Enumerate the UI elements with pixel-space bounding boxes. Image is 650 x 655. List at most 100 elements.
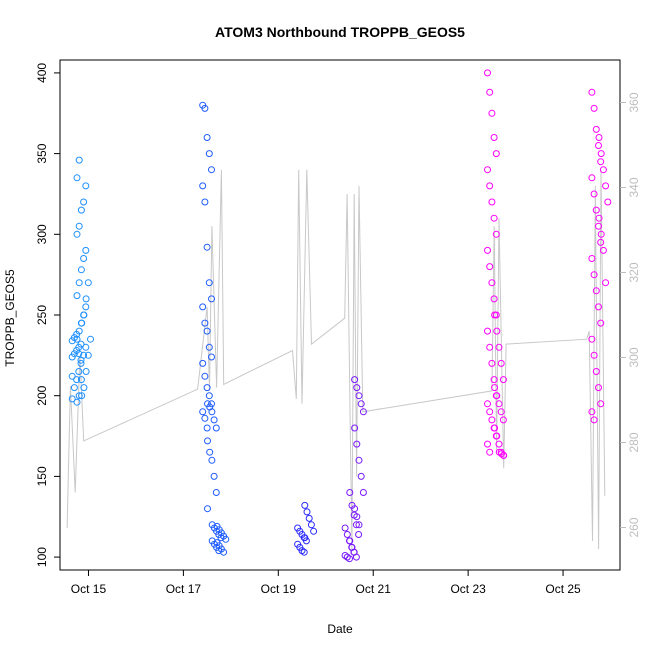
data-point (80, 198, 88, 206)
data-point (307, 521, 315, 529)
data-point (73, 335, 81, 343)
y-right-tick-label: 320 (627, 262, 641, 282)
data-point (498, 450, 505, 458)
data-point (203, 243, 211, 251)
data-point (597, 158, 605, 166)
data-point (590, 190, 598, 198)
data-point (490, 295, 498, 303)
data-point (484, 440, 491, 448)
y-right-tick-label: 360 (627, 92, 641, 112)
data-point (599, 166, 607, 174)
y-right-tick-label: 340 (627, 177, 641, 197)
data-point (484, 166, 491, 174)
data-point (203, 424, 211, 432)
data-point (73, 398, 81, 406)
y-tick-label: 150 (35, 466, 49, 486)
data-point (351, 424, 359, 432)
data-point (301, 534, 309, 542)
data-point (490, 376, 498, 384)
data-point (595, 303, 602, 311)
data-point (588, 408, 596, 416)
data-point (353, 384, 361, 392)
data-point (87, 335, 94, 343)
data-point (206, 448, 214, 456)
data-point (75, 368, 83, 375)
x-axis-label: Date (327, 622, 353, 636)
data-point (205, 343, 213, 351)
data-point (488, 359, 496, 367)
data-point (80, 351, 88, 359)
data-point (592, 368, 600, 375)
data-point (493, 432, 501, 440)
data-point (201, 372, 209, 380)
data-point (80, 384, 88, 392)
data-point (78, 319, 86, 327)
data-point (80, 255, 88, 262)
data-point (490, 134, 498, 141)
data-point (592, 206, 600, 214)
data-point (595, 384, 602, 392)
data-point (492, 150, 500, 158)
data-point (205, 279, 213, 287)
chart-title: ATOM3 Northbound TROPPB_GEOS5 (215, 24, 465, 40)
data-point (355, 456, 363, 464)
data-point (351, 505, 359, 513)
data-point (604, 198, 612, 206)
data-point (84, 351, 92, 359)
data-point (298, 547, 306, 555)
data-point (491, 424, 499, 432)
plot-border (59, 59, 621, 571)
data-point (495, 343, 503, 351)
data-point (353, 440, 361, 448)
data-point (355, 392, 363, 400)
data-point (77, 206, 85, 214)
data-point (486, 88, 494, 96)
data-point (208, 166, 215, 174)
data-point (82, 303, 90, 311)
data-point (488, 279, 496, 287)
data-point (303, 508, 311, 516)
data-point (201, 198, 209, 206)
x-tick-label: Oct 23 (450, 582, 486, 596)
data-point (352, 553, 360, 561)
data-point (602, 279, 610, 287)
data-point (208, 456, 216, 464)
plot-frame (59, 59, 621, 571)
data-point (486, 408, 494, 416)
data-point (484, 400, 491, 408)
data-point (357, 472, 365, 480)
data-point (499, 416, 507, 424)
data-point (80, 311, 88, 319)
data-point (222, 535, 230, 543)
data-point (208, 295, 215, 303)
data-point (205, 150, 213, 158)
data-point (75, 327, 83, 335)
data-point (352, 521, 360, 529)
x-tick-label: Oct 19 (261, 582, 297, 596)
data-point (500, 451, 508, 459)
data-point (82, 343, 90, 351)
data-point (351, 376, 359, 384)
data-point (346, 555, 353, 563)
data-point (595, 214, 603, 222)
data-point (75, 350, 83, 358)
data-point (199, 303, 207, 311)
data-point (201, 319, 209, 327)
data-point (590, 351, 598, 359)
x-tick-label: Oct 17 (166, 582, 202, 596)
y-tick-label: 100 (35, 547, 49, 567)
y-right-tick-label: 300 (627, 347, 641, 367)
data-point (595, 222, 602, 230)
data-point (70, 384, 78, 392)
data-point (75, 222, 83, 230)
data-point (346, 537, 354, 545)
data-point (588, 174, 596, 182)
data-point (355, 531, 363, 538)
data-point (82, 246, 90, 254)
data-point (203, 327, 211, 335)
data-point (497, 359, 505, 367)
data-point (68, 395, 76, 403)
data-point (599, 246, 607, 254)
data-point (210, 472, 218, 480)
data-point (78, 392, 86, 400)
